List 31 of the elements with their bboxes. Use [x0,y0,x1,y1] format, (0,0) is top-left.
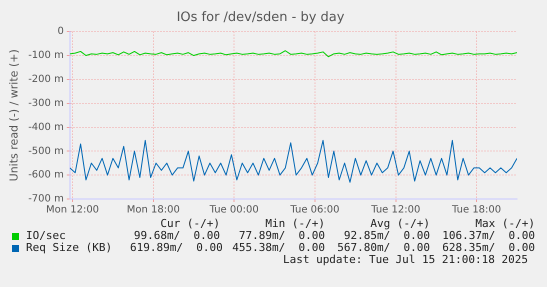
text: 99.68m/ 0.00 [132,229,220,242]
y-tick-label: -500 m [28,146,64,157]
y-axis-title: Units read (-) / write (+) [7,49,20,182]
y-tick-label: -700 m [28,194,64,205]
text: 92.85m/ 0.00 [342,229,430,242]
text: Cur (-/+) [159,217,220,230]
y-tick-label: 0 [57,26,64,38]
y-tick-label: -100 m [28,50,64,62]
x-tick-label: Tue 06:00 [289,204,340,216]
y-tick-label: -200 m [28,74,64,86]
legend-label: Req Size (KB) [26,241,112,254]
text: 455.38m/ 0.00 [232,241,325,254]
text: Avg (-/+) [369,217,430,230]
y-tick-label: -400 m [28,122,64,133]
y-tick-label: -300 m [28,98,64,109]
x-tick-label: Tue 18:00 [451,204,502,216]
chart-title: IOs for /dev/sden - by day [176,10,345,26]
y-tick-label: -600 m [28,170,64,181]
text: Max (-/+) [474,217,535,230]
legend-label: IO/sec [26,229,66,242]
text: 567.80m/ 0.00 [336,241,430,254]
text: 619.89m/ 0.00 [130,241,223,254]
x-tick-label: Tue 00:00 [208,204,259,216]
x-tick-label: Mon 12:00 [46,204,100,216]
text: 106.37m/ 0.00 [441,229,535,242]
text: Last update: Tue Jul 15 21:00:18 2025 [282,253,528,266]
text: 77.89m/ 0.00 [238,229,325,242]
text: 628.35m/ 0.00 [441,241,535,254]
text: Min (-/+) [264,217,325,230]
x-tick-label: Tue 12:00 [370,204,420,216]
x-tick-label: Mon 18:00 [126,204,180,216]
